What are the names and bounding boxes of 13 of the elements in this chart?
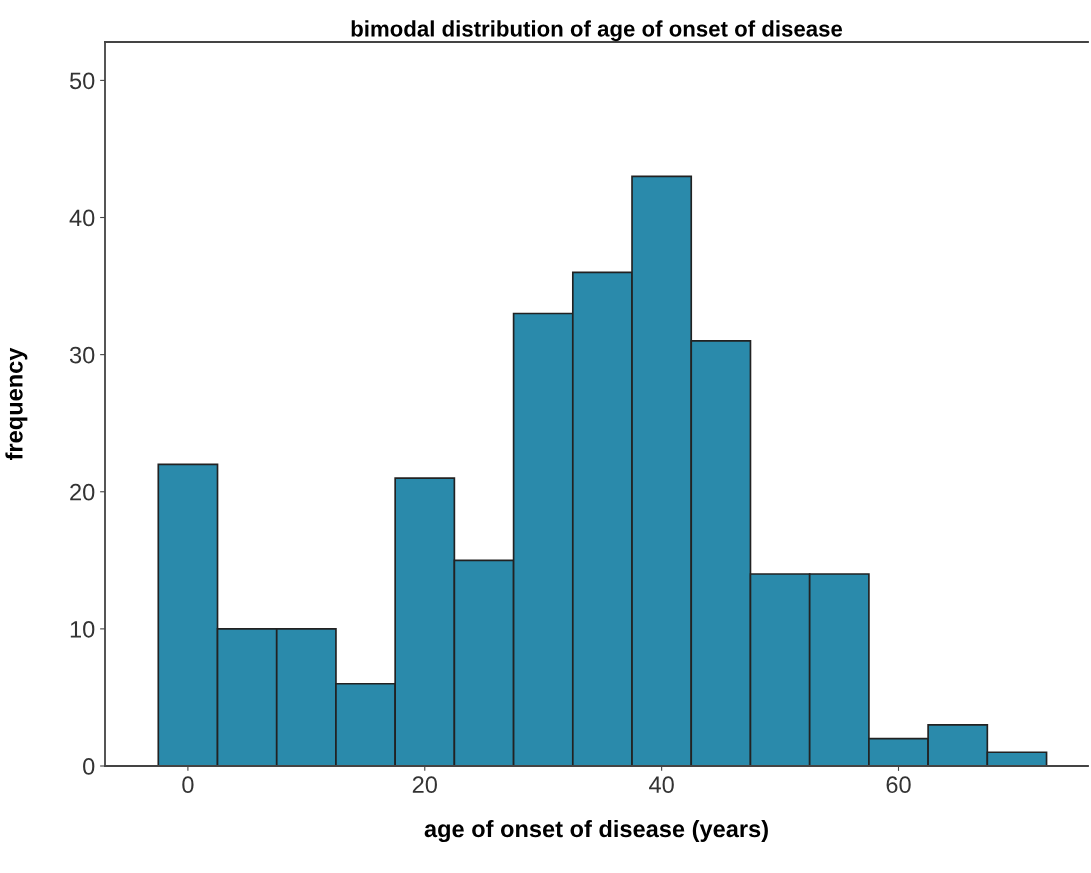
x-axis-title: age of onset of disease (years) bbox=[424, 819, 768, 843]
chart-title: bimodal distribution of age of onset of disease bbox=[351, 20, 843, 42]
y-tick-label: 10 bbox=[70, 620, 95, 638]
x-tick-label: 0 bbox=[182, 776, 194, 794]
x-tick-label: 60 bbox=[886, 776, 911, 794]
x-tick-label: 20 bbox=[412, 776, 437, 794]
y-tick-label: 30 bbox=[69, 346, 95, 364]
y-tick-label: 40 bbox=[69, 209, 95, 227]
x-tick-label: 40 bbox=[649, 776, 674, 794]
y-tick-label: 0 bbox=[83, 758, 95, 775]
y-tick-label: 50 bbox=[69, 72, 95, 90]
y-tick-label: 20 bbox=[70, 483, 95, 501]
y-axis-title: frequency bbox=[5, 347, 28, 461]
